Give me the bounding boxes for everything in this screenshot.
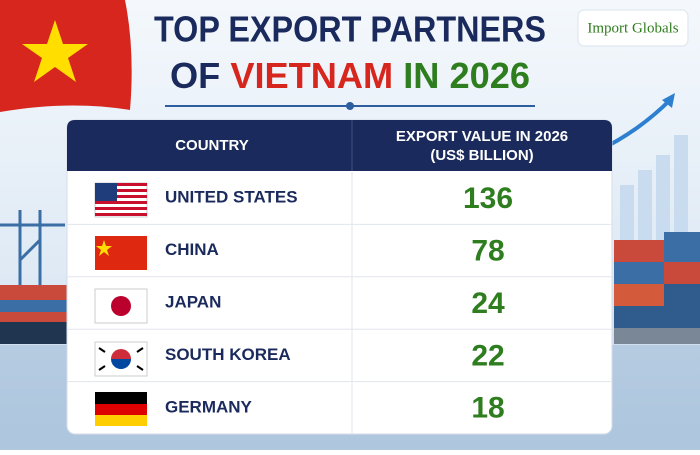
divider-dot [346, 102, 354, 110]
title-country: VIETNAM [230, 55, 393, 96]
column-header: EXPORT VALUE IN 2026 [396, 128, 568, 145]
column-header: COUNTRY [175, 137, 249, 154]
export-value: 22 [471, 339, 504, 372]
vietnam-flag [0, 0, 132, 112]
containers [614, 232, 700, 344]
country-name: GERMANY [165, 397, 253, 416]
export-value: 136 [463, 182, 513, 215]
title-line-1: TOP EXPORT PARTNERS [154, 9, 546, 50]
column-header: (US$ BILLION) [430, 147, 533, 164]
export-value: 18 [471, 392, 504, 425]
flag-china [95, 236, 147, 270]
flag-us [95, 183, 147, 217]
title-start: OF [170, 55, 220, 96]
country-name: SOUTH KOREA [165, 345, 291, 364]
flag-japan [95, 289, 147, 323]
flag-korea [95, 342, 147, 376]
export-value: 78 [471, 235, 504, 268]
country-name: CHINA [165, 240, 219, 259]
country-name: JAPAN [165, 292, 221, 311]
country-name: UNITED STATES [165, 188, 298, 207]
export-value: 24 [471, 287, 505, 320]
logo: Import Globals [587, 20, 678, 36]
flag-germany [95, 392, 147, 426]
ship-left [0, 285, 68, 344]
title-end: IN 2026 [403, 55, 530, 96]
title-line-2: OF VIETNAM IN 2026 [170, 55, 530, 96]
